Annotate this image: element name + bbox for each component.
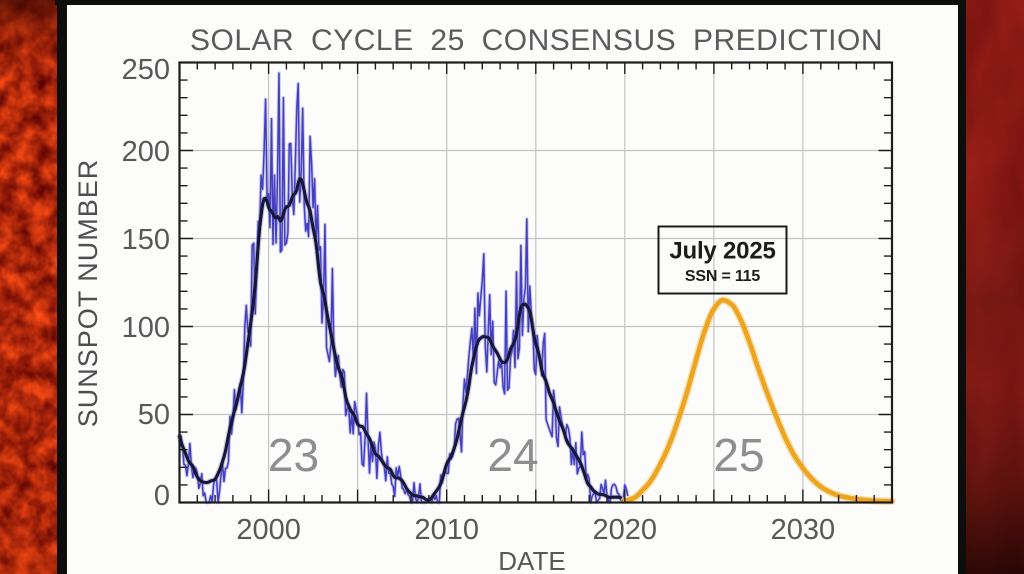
svg-text:24: 24 (487, 429, 538, 481)
svg-text:200: 200 (122, 136, 170, 168)
svg-text:150: 150 (122, 224, 170, 256)
svg-text:50: 50 (138, 399, 170, 431)
svg-text:SSN = 115: SSN = 115 (685, 268, 760, 285)
svg-text:July 2025: July 2025 (669, 238, 775, 265)
svg-text:25: 25 (713, 429, 764, 481)
svg-text:2030: 2030 (771, 514, 836, 546)
svg-text:23: 23 (268, 429, 319, 481)
svg-text:2010: 2010 (414, 514, 479, 546)
svg-text:0: 0 (154, 480, 170, 512)
svg-text:100: 100 (122, 312, 170, 344)
svg-text:DATE: DATE (498, 546, 565, 574)
svg-text:250: 250 (122, 54, 170, 86)
svg-text:2020: 2020 (593, 514, 658, 546)
svg-text:2000: 2000 (236, 514, 301, 546)
svg-text:SUNSPOT NUMBER: SUNSPOT NUMBER (73, 159, 103, 428)
svg-text:SOLAR CYCLE 25 CONSENSUS PREDI: SOLAR CYCLE 25 CONSENSUS PREDICTION (190, 24, 883, 57)
